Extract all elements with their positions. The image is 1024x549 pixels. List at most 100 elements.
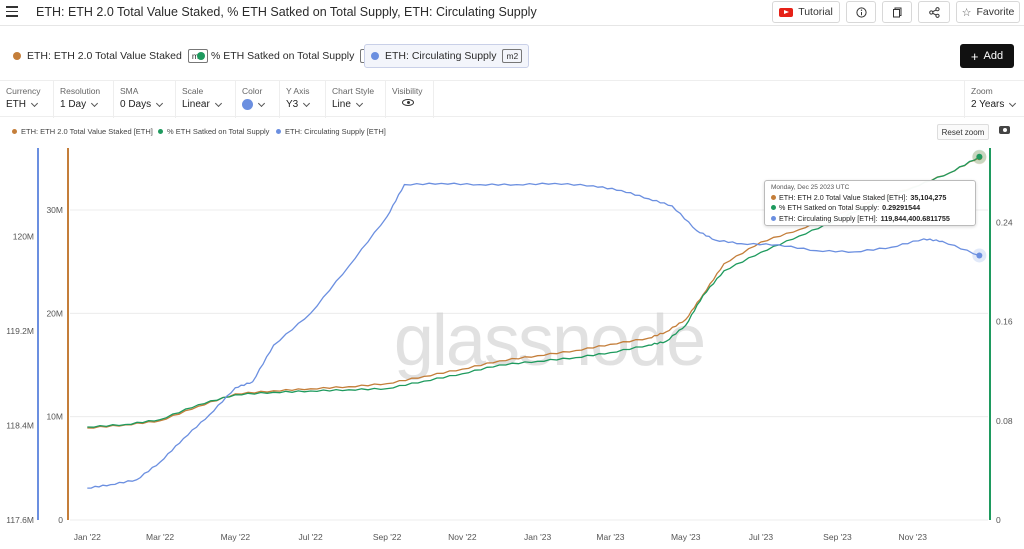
chevron-down-icon (214, 99, 222, 107)
chevron-down-icon (257, 99, 266, 107)
metric-chip-staked[interactable]: ETH: ETH 2.0 Total Value Staked m1 (6, 44, 215, 68)
x-tick-label: Jul '23 (749, 532, 774, 542)
y-tick-label-circulating: 117.6M (6, 515, 34, 525)
currency-value: ETH (6, 99, 26, 110)
y-tick-label-staked: 30M (46, 205, 63, 215)
copy-button[interactable] (882, 1, 912, 23)
x-tick-label: Mar '23 (596, 532, 624, 542)
x-tick-label: Nov '23 (898, 532, 927, 542)
chart-style-select[interactable]: Chart Style Line (326, 81, 386, 118)
resolution-label: Resolution (60, 86, 101, 96)
metrics-bar: ETH: ETH 2.0 Total Value Staked m1 % ETH… (0, 36, 1024, 76)
x-tick-label: Nov '22 (448, 532, 477, 542)
chart-legend-percent[interactable]: % ETH Satked on Total Supply (158, 127, 269, 136)
tooltip-value: 35,104,275 (910, 192, 947, 202)
scale-value: Linear (182, 99, 210, 110)
chart-style-value: Line (332, 99, 351, 110)
menu-icon[interactable] (6, 6, 18, 18)
share-icon (928, 6, 940, 18)
page-title: ETH: ETH 2.0 Total Value Staked, % ETH S… (36, 5, 537, 19)
sma-label: SMA (120, 86, 139, 96)
watermark-logo: glassnode (394, 301, 704, 381)
tooltip-dot (771, 194, 776, 200)
tooltip-label: % ETH Satked on Total Supply: (779, 203, 880, 212)
x-tick-label: Sep '22 (373, 532, 402, 542)
chevron-down-icon (156, 99, 164, 107)
metric-label: ETH: ETH 2.0 Total Value Staked (27, 50, 182, 62)
tooltip-label: ETH: Circulating Supply [ETH]: (779, 213, 878, 223)
y-tick-label-percent: 0.24 (996, 217, 1013, 227)
youtube-icon (779, 7, 794, 17)
favorite-button[interactable]: ☆ Favorite (956, 1, 1020, 23)
tick-labels: 117.6M 118.4M 119.2M 120M 0 10M 20M 30M 0 0.08 0.1… (6, 205, 1013, 542)
sma-select[interactable]: SMA 0 Days (114, 81, 176, 118)
metric-label: ETH: Circulating Supply (385, 50, 497, 62)
chart-legend-circulating[interactable]: ETH: Circulating Supply [ETH] (276, 127, 386, 136)
currency-label: Currency (6, 86, 41, 96)
line-chart[interactable]: glassnode 117.6M 118.4M 119.2M 120M 0 10M 20M 3… (0, 140, 1024, 549)
top-bar: ETH: ETH 2.0 Total Value Staked, % ETH S… (0, 0, 1024, 26)
legend-dot (158, 129, 163, 134)
color-select[interactable]: Color (236, 81, 280, 118)
y-axis-value: Y3 (286, 99, 299, 110)
x-tick-label: Sep '23 (823, 532, 852, 542)
y-tick-label-circulating: 120M (13, 232, 34, 242)
y-tick-label-staked: 20M (46, 308, 63, 318)
chevron-down-icon (30, 99, 39, 107)
metric-tag: m2 (502, 49, 523, 63)
star-icon: ☆ (961, 6, 972, 19)
x-tick-label: May '23 (671, 532, 701, 542)
y-tick-label-circulating: 118.4M (6, 421, 34, 431)
currency-select[interactable]: Currency ETH (0, 81, 54, 118)
x-tick-label: Mar '22 (146, 532, 174, 542)
resolution-value: 1 Day (60, 99, 87, 110)
visibility-label: Visibility (392, 86, 423, 96)
legend-dot (12, 129, 17, 134)
tooltip-value: 119,844,400.6811755 (880, 213, 950, 223)
plus-icon: + (970, 48, 979, 64)
zoom-value: 2 Years (971, 99, 1005, 110)
sma-value: 0 Days (120, 99, 152, 110)
y-axis-select[interactable]: Y Axis Y3 (280, 81, 326, 118)
scale-select[interactable]: Scale Linear (176, 81, 236, 118)
camera-icon[interactable] (999, 126, 1010, 134)
resolution-select[interactable]: Resolution 1 Day (54, 81, 114, 118)
y-tick-label-circulating: 119.2M (6, 326, 34, 336)
tooltip-value: 0.29291544 (882, 203, 921, 212)
tooltip-dot (771, 215, 776, 221)
color-label: Color (242, 86, 263, 96)
x-tick-label: Jan '22 (74, 532, 101, 542)
metric-label: % ETH Satked on Total Supply (211, 50, 355, 62)
x-tick-label: Jul '22 (298, 532, 323, 542)
chevron-down-icon (355, 99, 363, 107)
tooltip-date: Monday, Dec 25 2023 UTC (771, 184, 850, 191)
chart-legend-staked[interactable]: ETH: ETH 2.0 Total Value Staked [ETH] (12, 127, 153, 136)
tooltip-dot (771, 205, 776, 210)
tooltip-label: ETH: ETH 2.0 Total Value Staked [ETH]: (779, 192, 908, 202)
zoom-label: Zoom (971, 86, 993, 96)
add-button[interactable]: + Add (960, 44, 1014, 68)
visibility-toggle[interactable]: Visibility (386, 81, 434, 118)
series-end-point (976, 252, 983, 259)
info-button[interactable] (846, 1, 876, 23)
tutorial-button[interactable]: Tutorial (772, 1, 840, 23)
chevron-down-icon (91, 99, 99, 107)
add-label: Add (983, 50, 1004, 62)
y-tick-label-percent: 0.08 (996, 416, 1013, 426)
tooltip-row: ETH: ETH 2.0 Total Value Staked [ETH]: 3… (771, 193, 969, 202)
reset-zoom-button[interactable]: Reset zoom (937, 124, 989, 140)
tutorial-label: Tutorial (798, 6, 833, 18)
chart-controls: Currency ETH Resolution 1 Day SMA 0 Days… (0, 80, 1024, 118)
series-end-point (976, 153, 983, 160)
metric-chip-circulating[interactable]: ETH: Circulating Supply m2 (364, 44, 530, 68)
legend-label: ETH: Circulating Supply [ETH] (285, 127, 386, 136)
zoom-select[interactable]: Zoom 2 Years (964, 81, 1024, 118)
eye-icon (402, 99, 414, 106)
x-tick-label: May '22 (221, 532, 251, 542)
share-button[interactable] (918, 1, 950, 23)
metric-chip-percent[interactable]: % ETH Satked on Total Supply f1 (190, 44, 382, 68)
y-tick-label-staked: 10M (46, 412, 63, 422)
y-tick-label-percent: 0 (996, 515, 1001, 525)
legend-dot (276, 129, 281, 134)
tooltip-row: % ETH Satked on Total Supply: 0.29291544 (771, 203, 969, 212)
